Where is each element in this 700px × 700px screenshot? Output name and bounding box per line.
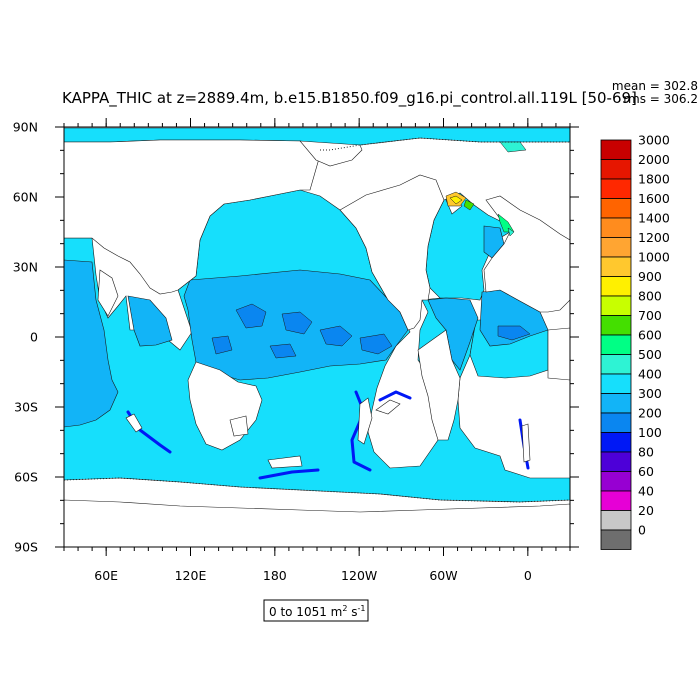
map-area: [64, 127, 570, 547]
colorbar-label: 800: [638, 289, 662, 304]
x-tick-label: 60E: [94, 568, 118, 583]
range-label-sup2: -1: [358, 604, 366, 613]
colorbar-swatch: [600, 198, 632, 219]
colorbar-label: 40: [638, 484, 654, 499]
x-tick-label: 0: [524, 568, 532, 583]
x-tick-label: 120W: [341, 568, 377, 583]
x-tick-label: 180: [263, 568, 287, 583]
y-tick-label: 0: [30, 330, 38, 345]
y-tick-label: 60S: [14, 470, 38, 485]
colorbar-swatch: [600, 393, 632, 414]
axes: 60E 120E 180 120W 60W 0 90N 60N 30N 0 30S 60S 90S: [13, 118, 579, 583]
colorbar-swatch: [600, 276, 632, 297]
colorbar-label: 80: [638, 445, 654, 460]
colorbar-label: 500: [638, 347, 662, 362]
colorbar-swatch: [600, 237, 632, 258]
colorbar-swatch: [600, 256, 632, 277]
y-tick-label: 90N: [13, 120, 38, 135]
colorbar-swatch: [600, 354, 632, 375]
colorbar-label: 1600: [638, 191, 670, 206]
svg-text:0 to 1051 m2 s-1: 0 to 1051 m2 s-1: [269, 604, 366, 619]
colorbar-label: 3000: [638, 133, 670, 148]
colorbar-swatch: [600, 178, 632, 199]
mean-label: mean = 302.8: [612, 79, 698, 93]
colorbar-label: 300: [638, 386, 662, 401]
colorbar-label: 600: [638, 328, 662, 343]
colorbar-swatch: [600, 529, 632, 550]
colorbar-label: 1400: [638, 211, 670, 226]
colorbar-label: 100: [638, 425, 662, 440]
colorbar-label: 200: [638, 406, 662, 421]
range-label-text: 0 to 1051 m: [269, 605, 342, 619]
range-label-sup: 2: [342, 604, 347, 613]
colorbar-swatch: [600, 432, 632, 453]
colorbar: 3000200018001600140012001000900800700600…: [600, 133, 670, 550]
range-label-box: 0 to 1051 m2 s-1: [263, 599, 369, 622]
colorbar-label: 0: [638, 523, 646, 538]
colorbar-label: 900: [638, 269, 662, 284]
colorbar-swatch: [600, 334, 632, 355]
colorbar-label: 1800: [638, 172, 670, 187]
colorbar-label: 700: [638, 308, 662, 323]
colorbar-swatch: [600, 412, 632, 433]
colorbar-swatch: [600, 490, 632, 511]
x-tick-label: 120E: [175, 568, 207, 583]
colorbar-swatch: [600, 510, 632, 531]
high-value-patches: [445, 141, 527, 237]
y-tick-label: 30S: [14, 400, 38, 415]
colorbar-swatch: [600, 373, 632, 394]
colorbar-swatch: [600, 139, 632, 160]
rms-label: rms = 306.2: [623, 92, 698, 106]
y-tick-label: 90S: [14, 540, 38, 555]
band-200: [211, 303, 531, 359]
colorbar-swatch: [600, 295, 632, 316]
colorbar-label: 2000: [638, 152, 670, 167]
y-tick-label: 60N: [13, 190, 38, 205]
land-masses: [64, 139, 570, 547]
y-tick-label: 30N: [13, 260, 38, 275]
map-title: KAPPA_THIC at z=2889.4m, b.e15.B1850.f09…: [62, 89, 637, 108]
colorbar-swatch: [600, 315, 632, 336]
colorbar-label: 1000: [638, 250, 670, 265]
range-label-frame: [263, 599, 369, 622]
colorbar-swatch: [600, 471, 632, 492]
colorbar-swatch: [600, 159, 632, 180]
colorbar-label: 1200: [638, 230, 670, 245]
colorbar-label: 60: [638, 464, 654, 479]
x-tick-label: 60W: [429, 568, 457, 583]
colorbar-swatch: [600, 217, 632, 238]
colorbar-label: 20: [638, 503, 654, 518]
colorbar-swatch: [600, 451, 632, 472]
range-label-unit: s: [347, 605, 357, 619]
colorbar-label: 400: [638, 367, 662, 382]
